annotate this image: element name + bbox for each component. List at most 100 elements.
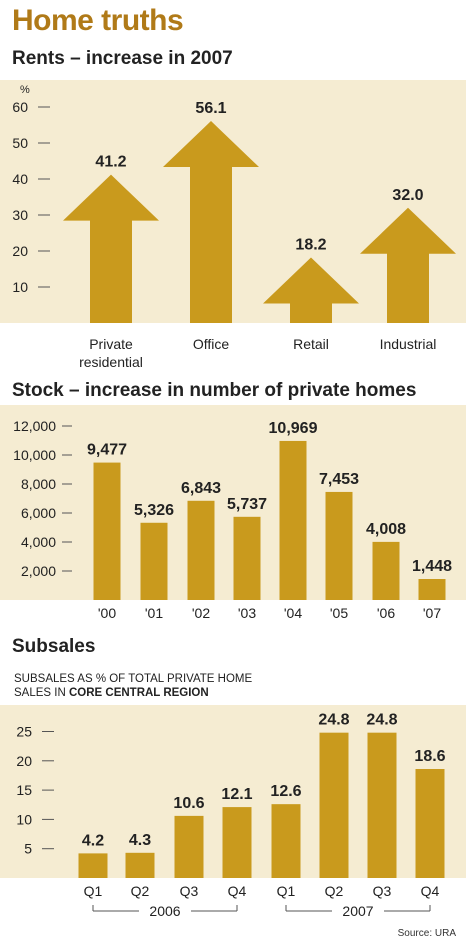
stock-category-label: '06: [377, 605, 395, 621]
subsales-category-label: Q2: [325, 883, 344, 899]
subsales-bar: [367, 732, 397, 878]
source-note: Source: URA: [397, 928, 456, 939]
stock-bar: [140, 522, 168, 600]
subsales-note-bold: CORE CENTRAL REGION: [68, 687, 209, 699]
rents-y-axis: 10 20 30 40 50 60: [12, 99, 50, 295]
rents-subtitle: Rents – increase in 2007: [12, 48, 233, 69]
subsales-note: SUBSALES AS % OF TOTAL PRIVATE HOME SALE…: [14, 672, 274, 700]
stock-value-label: 5,737: [227, 496, 267, 513]
subsales-bar: [319, 732, 349, 878]
stock-category-label: '02: [192, 605, 210, 621]
subsales-subtitle: Subsales: [12, 636, 96, 657]
rents-category-label: Private: [89, 336, 133, 352]
subsales-category-label: Q3: [180, 883, 199, 899]
rents-arrow: [360, 207, 456, 323]
stock-category-label: '03: [238, 605, 256, 621]
rents-tick-label: 30: [12, 207, 28, 223]
stock-bar: [279, 440, 307, 600]
rents-value-label: 56.1: [195, 100, 226, 117]
year-group-label: 2007: [342, 903, 373, 919]
subsales-tick-label: 5: [24, 841, 32, 857]
rents-tick-label: 60: [12, 99, 28, 115]
rents-value-label: 41.2: [95, 154, 126, 171]
subsales-value-label: 24.8: [366, 712, 397, 729]
rents-value-label: 18.2: [295, 236, 326, 253]
subsales-value-label: 4.3: [129, 832, 151, 849]
stock-chart: 2,000 4,000 6,000 8,000 10,000 12,000 9,477 '0…: [0, 405, 466, 621]
subsales-tick-label: 15: [16, 782, 32, 798]
subsales-tick-label: 25: [16, 724, 32, 740]
stock-bar: [233, 516, 261, 600]
subsales-tick-label: 20: [16, 753, 32, 769]
stock-value-label: 7,453: [319, 471, 359, 488]
stock-bar: [187, 500, 215, 600]
rents-arrow: [163, 121, 259, 323]
subsales-category-label: Q2: [131, 883, 150, 899]
subsales-value-label: 4.2: [82, 832, 104, 849]
stock-category-label: '05: [330, 605, 348, 621]
subsales-bar: [174, 815, 204, 878]
stock-category-label: '00: [98, 605, 116, 621]
stock-tick-label: 2,000: [21, 563, 56, 579]
rents-unit-label: %: [20, 84, 30, 96]
subsales-bar: [125, 852, 155, 878]
rents-value-label: 32.0: [392, 187, 423, 204]
rents-category-label: residential: [79, 354, 143, 370]
rents-category-label: Office: [193, 336, 230, 352]
stock-value-label: 10,969: [269, 420, 318, 437]
stock-category-label: '04: [284, 605, 302, 621]
rents-tick-label: 50: [12, 135, 28, 151]
stock-value-label: 4,008: [366, 521, 406, 538]
stock-value-label: 1,448: [412, 558, 452, 575]
subsales-note-line2: SALES IN CORE CENTRAL REGION: [14, 686, 274, 700]
year-group-label: 2006: [149, 903, 180, 919]
subsales-value-label: 18.6: [414, 748, 445, 765]
stock-subtitle: Stock – increase in number of private ho…: [12, 380, 417, 401]
stock-bar: [372, 541, 400, 600]
rents-arrow: [263, 257, 359, 323]
subsales-value-label: 10.6: [173, 795, 204, 812]
subsales-category-label: Q4: [228, 883, 247, 899]
stock-tick-label: 12,000: [13, 418, 56, 434]
stock-category-label: '07: [423, 605, 441, 621]
stock-tick-label: 8,000: [21, 476, 56, 492]
rents-category-label: Industrial: [380, 336, 437, 352]
rents-tick-label: 10: [12, 279, 28, 295]
stock-value-label: 9,477: [87, 442, 127, 459]
rents-arrow: [63, 174, 159, 323]
stock-y-axis: 2,000 4,000 6,000 8,000 10,000 12,000: [13, 418, 72, 579]
subsales-bar: [415, 769, 445, 878]
subsales-value-label: 12.6: [270, 783, 301, 800]
stock-value-label: 6,843: [181, 480, 221, 497]
subsales-category-label: Q1: [84, 883, 103, 899]
subsales-y-axis: 5 10 15 20 25: [16, 724, 54, 857]
stock-category-label: '01: [145, 605, 163, 621]
stock-value-label: 5,326: [134, 502, 174, 519]
stock-tick-label: 6,000: [21, 505, 56, 521]
subsales-note-line1: SUBSALES AS % OF TOTAL PRIVATE HOME: [14, 673, 253, 685]
subsales-marks: 4.2 Q1 4.3 Q2 10.6 Q3 12.1 Q4 12.6 Q1 24.8 Q2 24.8 Q3…: [78, 712, 446, 919]
subsales-category-label: Q4: [421, 883, 440, 899]
rents-chart: % 10 20 30 40 50 60 41.2 Private residential 56.…: [0, 80, 466, 370]
page-title: Home truths: [12, 4, 184, 37]
subsales-bar: [271, 804, 301, 878]
subsales-tick-label: 10: [16, 811, 32, 827]
subsales-category-label: Q3: [373, 883, 392, 899]
rents-tick-label: 40: [12, 171, 28, 187]
rents-tick-label: 20: [12, 243, 28, 259]
subsales-category-label: Q1: [277, 883, 296, 899]
stock-tick-label: 10,000: [13, 447, 56, 463]
rents-category-label: Retail: [293, 336, 329, 352]
rents-marks: 41.2 Private residential 56.1 Office 18.2 Reta…: [63, 100, 456, 370]
stock-bar: [93, 462, 121, 600]
stock-bar: [325, 491, 353, 600]
stock-tick-label: 4,000: [21, 534, 56, 550]
subsales-bar: [222, 807, 252, 878]
subsales-note-prefix: SALES IN: [14, 687, 69, 699]
subsales-chart: 5 10 15 20 25 4.2 Q1 4.3 Q2 10.6 Q3 12.1 Q4 12.6 Q1 24…: [0, 705, 466, 919]
stock-bar: [418, 579, 446, 600]
stock-marks: 9,477 '00 5,326 '01 6,843 '02 5,737 '03 10,969 '0…: [87, 420, 452, 621]
subsales-bar: [78, 853, 108, 878]
subsales-value-label: 12.1: [221, 786, 252, 803]
subsales-value-label: 24.8: [318, 712, 349, 729]
